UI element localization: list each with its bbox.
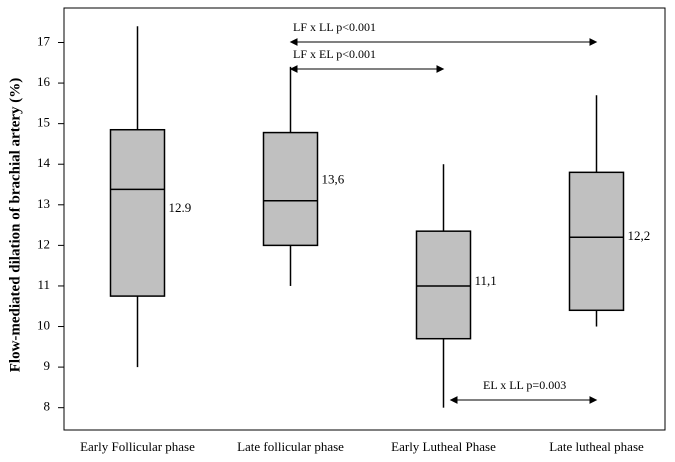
y-tick-label: 8 (44, 399, 51, 414)
mean-label: 11,1 (475, 273, 497, 288)
x-tick-label: Late follicular phase (237, 439, 344, 454)
y-tick-label: 12 (37, 236, 50, 251)
y-axis-label: Flow-mediated dilation of brachial arter… (7, 78, 23, 373)
y-tick-label: 16 (37, 74, 51, 89)
box (262, 131, 319, 247)
box (109, 128, 166, 297)
mean-label: 12,2 (628, 228, 651, 243)
comparison-label: LF x LL p<0.001 (293, 20, 376, 34)
comparison-label: LF x EL p<0.001 (293, 47, 376, 61)
mean-label: 12.9 (169, 200, 192, 215)
mean-label: 13,6 (322, 171, 345, 186)
x-tick-label: Early Follicular phase (80, 439, 195, 454)
box (415, 230, 472, 340)
box (568, 171, 625, 312)
y-tick-label: 13 (37, 196, 50, 211)
y-tick-label: 11 (37, 277, 50, 292)
comparison-label: EL x LL p=0.003 (483, 378, 566, 392)
y-tick-label: 9 (44, 358, 51, 373)
y-tick-label: 15 (37, 115, 50, 130)
y-tick-label: 10 (37, 318, 50, 333)
y-tick-label: 14 (37, 155, 51, 170)
plot-frame (63, 7, 666, 431)
y-tick-label: 17 (37, 33, 51, 48)
x-tick-label: Early Lutheal Phase (391, 439, 496, 454)
x-tick-label: Late lutheal phase (549, 439, 644, 454)
